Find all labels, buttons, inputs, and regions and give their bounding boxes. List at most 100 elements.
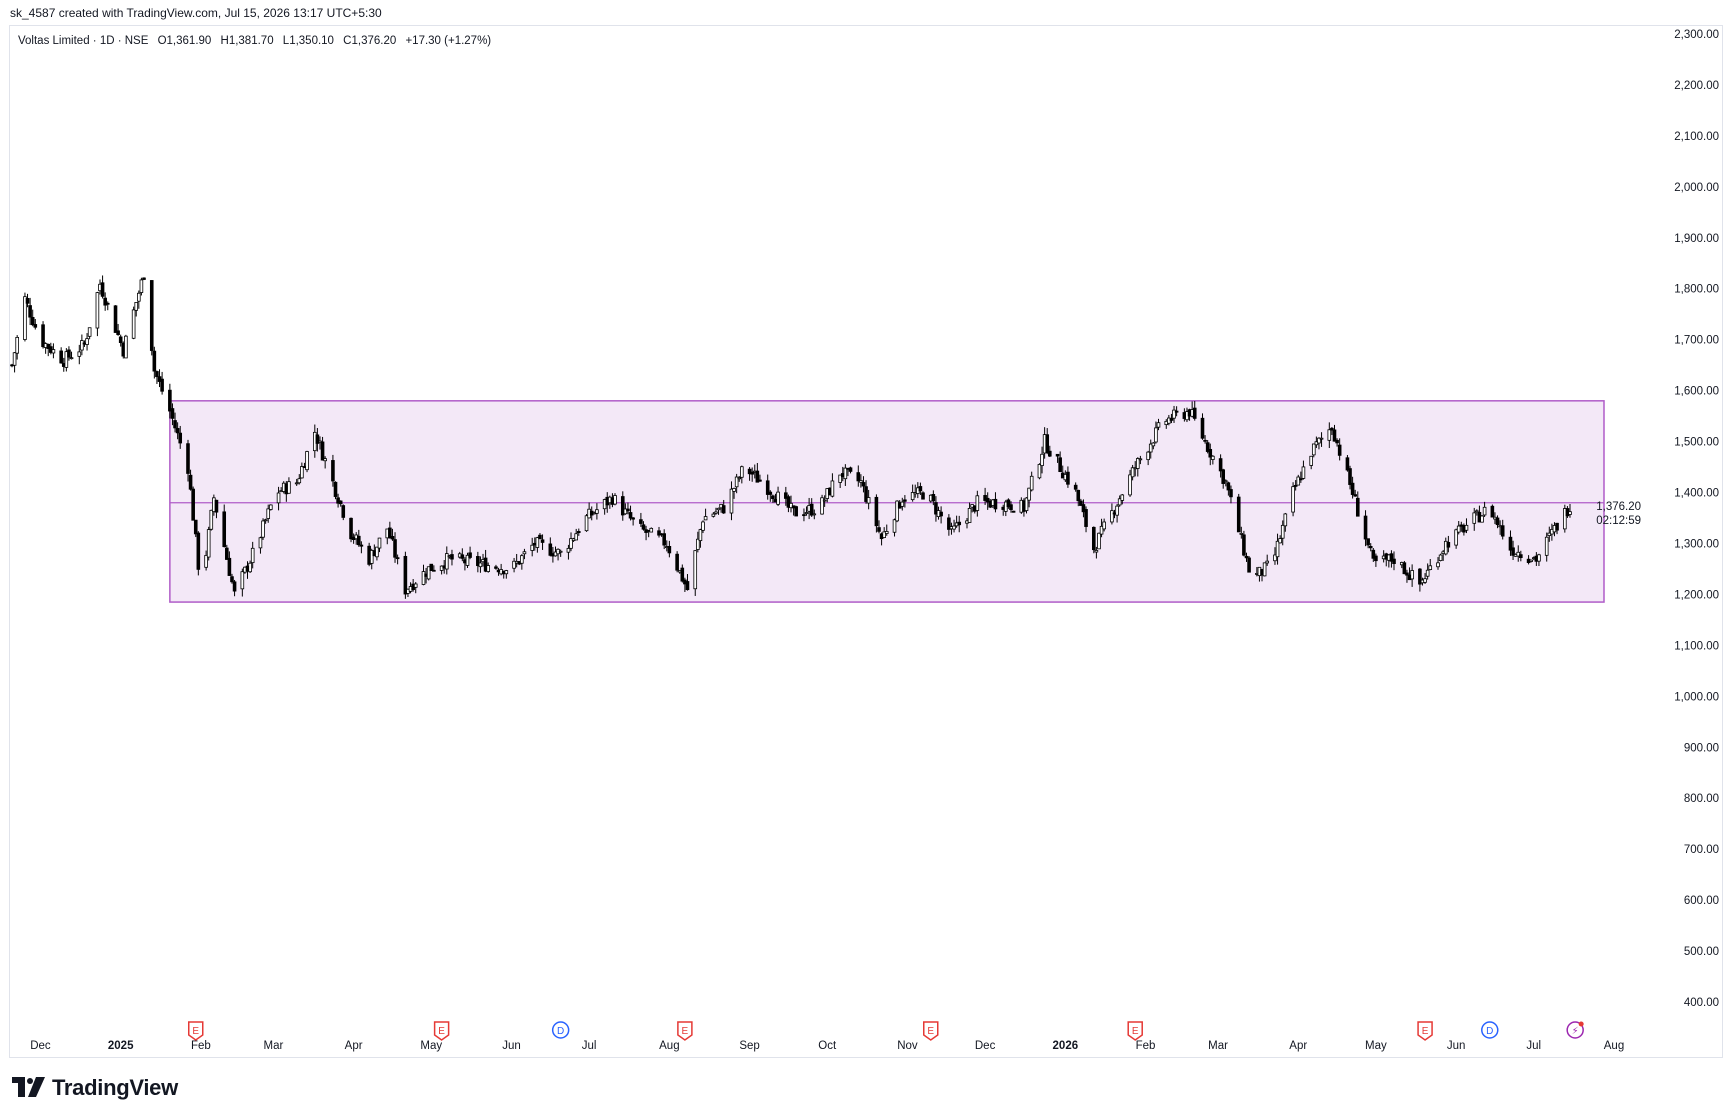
earnings-marker-label: E <box>1132 1026 1139 1037</box>
candle-down <box>1405 572 1409 576</box>
candle-down <box>1247 557 1251 573</box>
tradingview-logo[interactable]: TradingView <box>12 1075 178 1101</box>
candle-down <box>641 524 646 530</box>
candle-up <box>776 491 780 505</box>
candle-down <box>1079 500 1083 506</box>
candle-down <box>100 282 105 297</box>
dividend-marker-label: D <box>557 1026 564 1037</box>
candle-up <box>1262 562 1267 577</box>
earnings-marker[interactable] <box>923 1021 939 1041</box>
candle-up <box>584 515 589 532</box>
candle-down <box>232 581 237 592</box>
earnings-marker-label: E <box>927 1026 934 1037</box>
candle-down <box>662 533 666 546</box>
candle-up <box>263 519 268 522</box>
candle-down <box>1081 504 1086 513</box>
tradingview-logo-icon <box>12 1077 45 1097</box>
candle-down <box>196 532 201 570</box>
candle-down <box>41 324 45 348</box>
candle-up <box>649 527 654 533</box>
candle-up <box>838 474 842 483</box>
candle-up <box>967 508 972 523</box>
candle-up <box>895 500 899 522</box>
candle-down <box>1555 522 1559 531</box>
candle-down <box>331 460 335 482</box>
x-tick-label: Jun <box>1447 1040 1466 1052</box>
candle-up <box>716 507 721 511</box>
candle-down <box>856 472 861 482</box>
candle-up <box>1146 451 1150 461</box>
y-tick-label: 400.00 <box>1684 997 1719 1009</box>
candle-down <box>315 434 320 444</box>
chart-pane[interactable] <box>9 25 1723 1058</box>
candle-down <box>1299 478 1303 481</box>
earnings-marker[interactable] <box>1417 1021 1433 1041</box>
candle-down <box>170 408 175 419</box>
candle-up <box>696 538 700 550</box>
earnings-marker-label: E <box>682 1026 689 1037</box>
candle-down <box>934 502 938 515</box>
candle-down <box>67 349 71 358</box>
candle-down <box>395 557 400 560</box>
candle-up <box>975 495 980 511</box>
dividend-marker[interactable] <box>1481 1021 1499 1039</box>
earnings-marker[interactable] <box>188 1021 204 1041</box>
candle-up <box>209 509 214 530</box>
candle-up <box>80 340 84 351</box>
candle-up <box>294 482 299 485</box>
candle-up <box>530 544 534 551</box>
last-price-layer: 1,376.20 02:12:59 <box>1596 501 1641 527</box>
candle-down <box>175 428 180 434</box>
candle-down <box>768 491 773 495</box>
earnings-marker[interactable] <box>1127 1021 1143 1041</box>
candle-up <box>740 466 744 478</box>
candle-down <box>1345 457 1350 471</box>
candle-up <box>1027 487 1031 501</box>
earnings-marker[interactable] <box>677 1021 693 1041</box>
candle-down <box>1353 494 1357 497</box>
y-tick-label: 2,100.00 <box>1674 131 1719 143</box>
legend-symbol[interactable]: Voltas Limited · 1D · NSE <box>18 35 149 47</box>
range-box[interactable] <box>169 400 1605 603</box>
candle-up <box>64 351 69 368</box>
candle-up <box>843 467 848 480</box>
candle-up <box>1291 486 1295 513</box>
price-axis[interactable]: 2,300.00 2,200.00 2,100.00 2,000.00 1,900.00… <box>1674 29 1719 1009</box>
candle-up <box>1438 554 1443 561</box>
candle-down <box>393 539 397 558</box>
earnings-marker[interactable] <box>433 1021 450 1041</box>
candle-up <box>1265 560 1269 564</box>
candle-up <box>698 529 703 542</box>
split-marker[interactable] <box>1566 1021 1584 1039</box>
candle-down <box>460 554 465 559</box>
candle-up <box>1327 429 1332 441</box>
candle-up <box>1099 525 1104 535</box>
candle-up <box>131 309 136 339</box>
x-tick-label: 2026 <box>1053 1040 1079 1052</box>
candle-down <box>1066 471 1070 485</box>
candle-up <box>714 511 718 514</box>
candle-up <box>952 525 956 530</box>
candle-up <box>1472 512 1477 524</box>
candle-down <box>784 492 788 499</box>
candle-up <box>892 519 897 533</box>
candle-up <box>812 513 817 516</box>
candle-down <box>1174 410 1179 413</box>
time-axis[interactable]: Dec 2025 Feb Mar Apr May Jun Jul Aug Sep Oct Nov Dec… <box>30 1040 1624 1052</box>
candle-down <box>168 389 172 412</box>
candle-up <box>1563 508 1567 530</box>
candle-down <box>59 350 63 364</box>
candle-down <box>468 552 472 558</box>
candle-up <box>248 562 252 573</box>
candle-up <box>1443 540 1448 555</box>
candle-up <box>1428 565 1433 570</box>
candle-down <box>1389 553 1394 562</box>
y-tick-label: 500.00 <box>1684 946 1719 958</box>
candle-up <box>421 571 426 585</box>
candle-down <box>188 474 193 490</box>
candle-up <box>1425 569 1430 577</box>
dividend-marker[interactable] <box>551 1021 570 1039</box>
x-tick-label: Sep <box>739 1040 759 1052</box>
candle-up <box>623 508 628 515</box>
